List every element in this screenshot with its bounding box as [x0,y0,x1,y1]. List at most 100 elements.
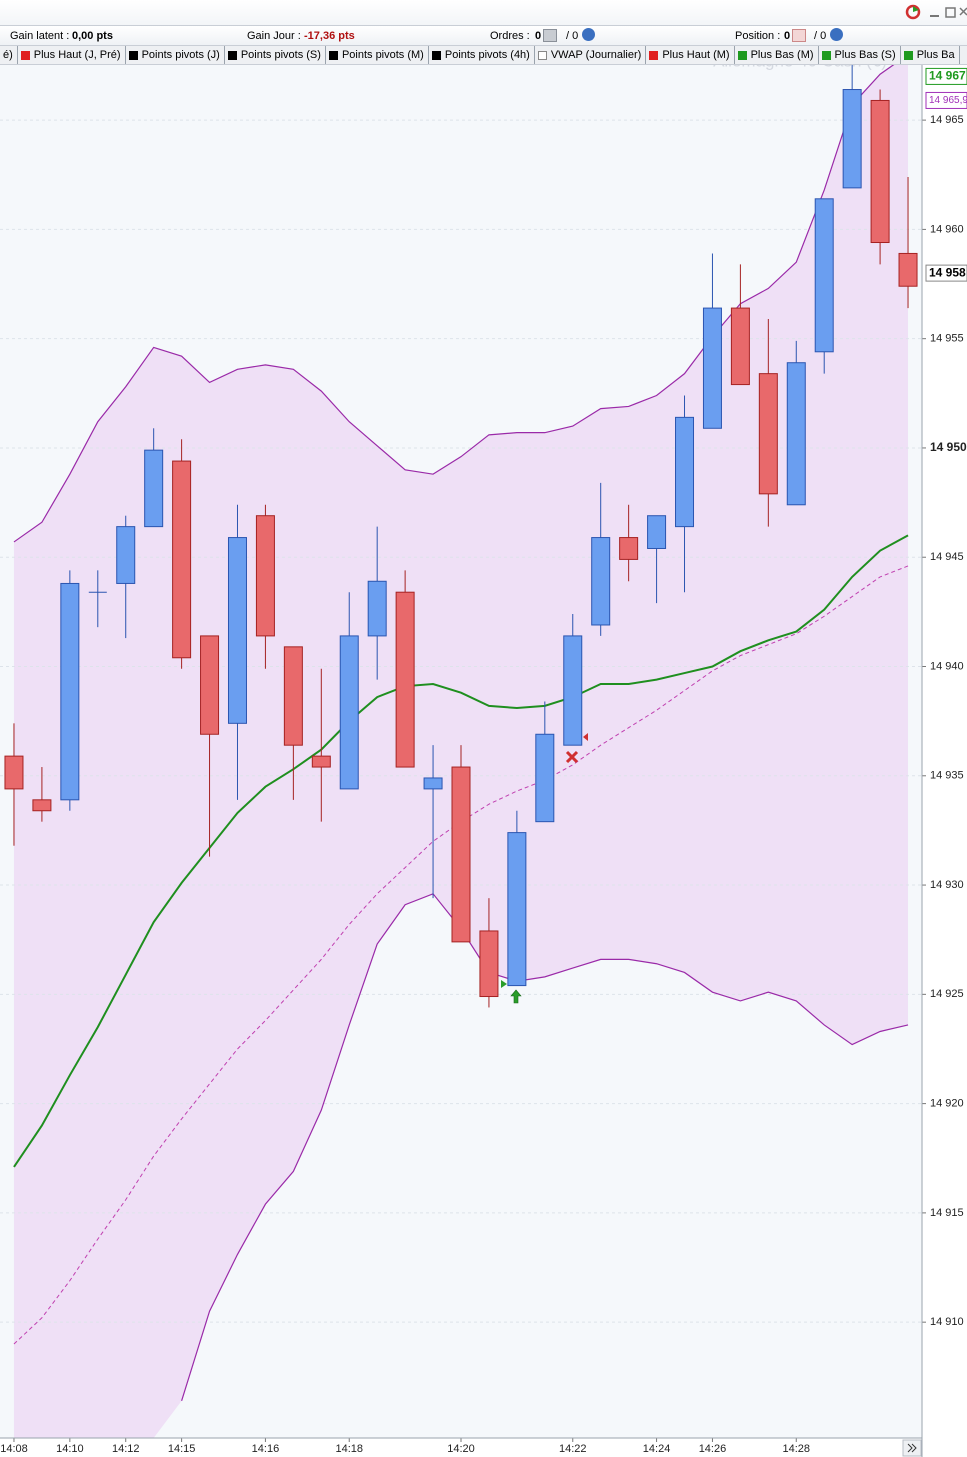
legend-label: Plus Haut (M) [662,49,730,61]
candle-body [814,198,834,353]
y-tick-label: 14 940 [930,660,964,672]
candle-body [730,307,750,386]
y-tick-label: 14 950 [930,440,967,454]
y-tick-label: 14 960 [930,223,964,235]
position-icon[interactable] [792,29,806,42]
candle-body [4,755,24,790]
candle-body [786,362,806,506]
candle-body [172,460,192,659]
candle-body [395,591,415,768]
candle-body [702,307,722,429]
legend-item[interactable]: Plus Ba [901,46,960,64]
candle-body [898,252,918,287]
candle-body [116,526,136,584]
candle-body [647,515,667,549]
buy-arrow [510,989,522,1004]
legend-swatch [737,50,747,60]
legend-item[interactable]: Plus Bas (S) [819,46,901,64]
entry-marker [501,980,507,988]
legend-label: Plus Bas (M) [750,49,814,61]
lower-band [181,893,909,1402]
legend-label: Points pivots (4h) [444,49,530,61]
x-tick-label: 14:10 [56,1443,84,1455]
stats-bar: Gain latent : 0,00 pts Gain Jour : -17,3… [0,25,967,46]
ordres-icon[interactable] [543,29,557,42]
legend-swatch [227,50,237,60]
price-label: 14 965,9 [929,95,967,106]
y-tick-label: 14 955 [930,333,964,345]
candle-body [619,537,639,560]
candle-body [367,580,387,637]
indicator-legend: é) Plus Haut (J, Pré) Points pivots (J) Poi… [0,45,967,65]
candle-body [60,582,80,801]
legend-item[interactable]: VWAP (Journalier) [535,46,647,64]
candle-body [479,930,499,998]
legend-item[interactable]: Plus Haut (M) [646,46,735,64]
maximize-button[interactable] [945,7,956,18]
y-tick-label: 14 935 [930,770,964,782]
candle-body [423,777,443,790]
close-button[interactable] [959,7,967,16]
legend-label: Points pivots (M) [341,49,424,61]
average-line [13,534,909,1168]
candle-body [535,733,555,823]
candle-body [311,755,331,768]
candle-body [563,635,583,746]
refresh-arrow [913,6,919,12]
legend-item[interactable]: Points pivots (J) [126,46,225,64]
legend-item[interactable]: Plus Bas (M) [735,46,819,64]
legend-swatch [903,50,913,60]
legend-item[interactable]: Points pivots (M) [326,46,429,64]
candle-body [283,646,303,746]
ordres-settings[interactable] [582,28,595,41]
candle-body [227,537,247,724]
gain-jour-value: -17,36 pts [304,30,355,42]
legend-label: é) [3,49,13,61]
x-tick-label: 14:18 [335,1443,363,1455]
candle-body [255,515,275,637]
legend-swatch [537,50,547,60]
ordres-total: / 0 [566,30,579,42]
legend-label: Plus Haut (J, Pré) [33,49,121,61]
candle-body [200,635,220,735]
scroll-icon [907,1443,917,1453]
ordres-value: 0 [535,30,542,42]
legend-swatch [821,50,831,60]
x-tick-label: 14:08 [0,1443,28,1455]
y-tick-label: 14 925 [930,988,964,1000]
candle-body [675,416,695,528]
legend-label: Plus Ba [916,49,955,61]
position-total: / 0 [814,30,827,42]
legend-swatch [649,50,659,60]
legend-label: Plus Bas (S) [834,49,896,61]
title-bar [0,0,967,25]
vwap-line [13,565,909,1345]
position-settings[interactable] [830,28,843,41]
x-tick-label: 14:16 [252,1443,280,1455]
legend-item[interactable]: é) [0,46,18,64]
y-tick-label: 14 915 [930,1207,964,1219]
legend-label: VWAP (Journalier) [550,49,642,61]
position-value: 0 [784,30,791,42]
candle-body [451,766,471,943]
gain-latent-label: Gain latent : [10,30,70,42]
x-tick-label: 14:22 [559,1443,587,1455]
y-tick-label: 14 910 [930,1316,964,1328]
close-cross [565,750,579,764]
x-tick-label: 14:20 [447,1443,475,1455]
price-label-box [925,264,967,282]
y-tick-label: 14 965 [930,114,964,126]
ordres-label: Ordres : [490,30,530,42]
legend-swatch [128,50,138,60]
candle-body [842,89,862,189]
legend-item[interactable]: Plus Haut (J, Pré) [18,46,126,64]
legend-swatch [20,50,30,60]
legend-swatch [431,50,441,60]
legend-item[interactable]: Points pivots (S) [225,46,326,64]
position-label: Position : [735,30,781,42]
candle-body [32,799,52,812]
legend-item[interactable]: Points pivots (4h) [429,46,535,64]
legend-label: Points pivots (S) [240,49,321,61]
